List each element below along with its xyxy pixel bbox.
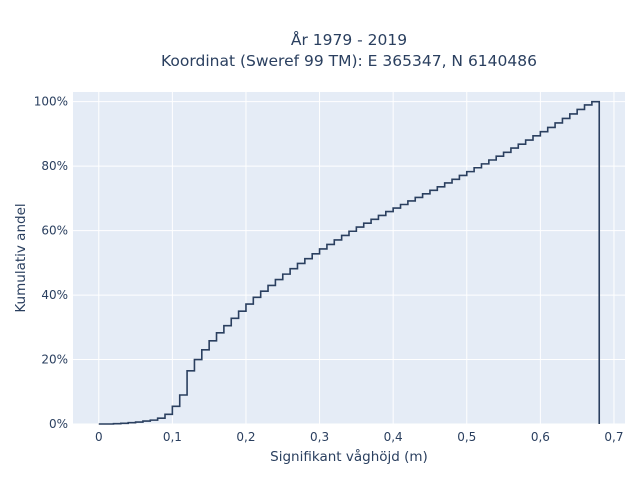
y-tick-label: 20% xyxy=(41,353,68,367)
cdf-step-line-0 xyxy=(98,100,601,425)
plot-area xyxy=(73,92,625,424)
x-tick-label: 0,7 xyxy=(604,430,623,444)
x-tick-label: 0,4 xyxy=(384,430,403,444)
y-tick-label: 60% xyxy=(41,224,68,238)
chart-title: År 1979 - 2019 Koordinat (Sweref 99 TM):… xyxy=(161,30,537,70)
y-tick-label: 80% xyxy=(41,159,68,173)
y-tick-label: 100% xyxy=(34,95,68,109)
chart-title-line-1: År 1979 - 2019 xyxy=(291,30,407,49)
series-layer xyxy=(98,100,601,425)
y-tick-label: 40% xyxy=(41,288,68,302)
x-tick-label: 0,6 xyxy=(531,430,550,444)
x-tick-label: 0,1 xyxy=(163,430,182,444)
chart-title-line-2: Koordinat (Sweref 99 TM): E 365347, N 61… xyxy=(161,52,537,70)
y-axis-label: Kumulativ andel xyxy=(13,203,29,312)
x-tick-label: 0,3 xyxy=(310,430,329,444)
x-axis-label: Signifikant våghöjd (m) xyxy=(270,448,428,465)
y-tick-label: 0% xyxy=(49,417,68,431)
x-tick-label: 0,2 xyxy=(236,430,255,444)
x-tick-label: 0 xyxy=(95,430,103,444)
x-tick-label: 0,5 xyxy=(457,430,476,444)
tick-labels: 0 0,1 0,2 0,3 0,4 0,5 0,6 0,7 0% 20% 40% 60% 80% 100% xyxy=(34,95,624,444)
grid-lines xyxy=(73,92,625,425)
